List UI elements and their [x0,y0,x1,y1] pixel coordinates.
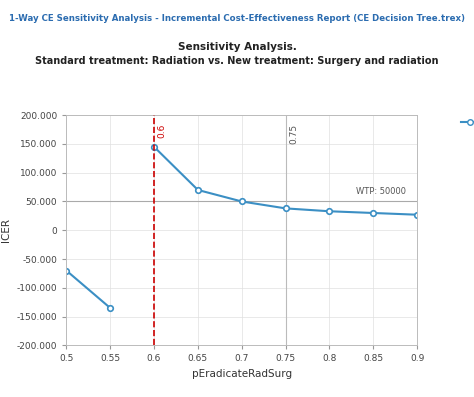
Text: 0.6: 0.6 [157,124,166,138]
Text: Sensitivity Analysis.: Sensitivity Analysis. [178,42,296,52]
Y-axis label: ICER: ICER [1,218,11,242]
Text: 1-Way CE Sensitivity Analysis - Incremental Cost-Effectiveness Report (CE Decisi: 1-Way CE Sensitivity Analysis - Incremen… [9,14,465,23]
Legend: ICER: ICER [457,115,474,131]
Text: WTP: 50000: WTP: 50000 [356,187,406,196]
Text: Standard treatment: Radiation vs. New treatment: Surgery and radiation: Standard treatment: Radiation vs. New tr… [35,56,439,66]
Text: 0.75: 0.75 [289,124,298,144]
X-axis label: pEradicateRadSurg: pEradicateRadSurg [191,369,292,379]
